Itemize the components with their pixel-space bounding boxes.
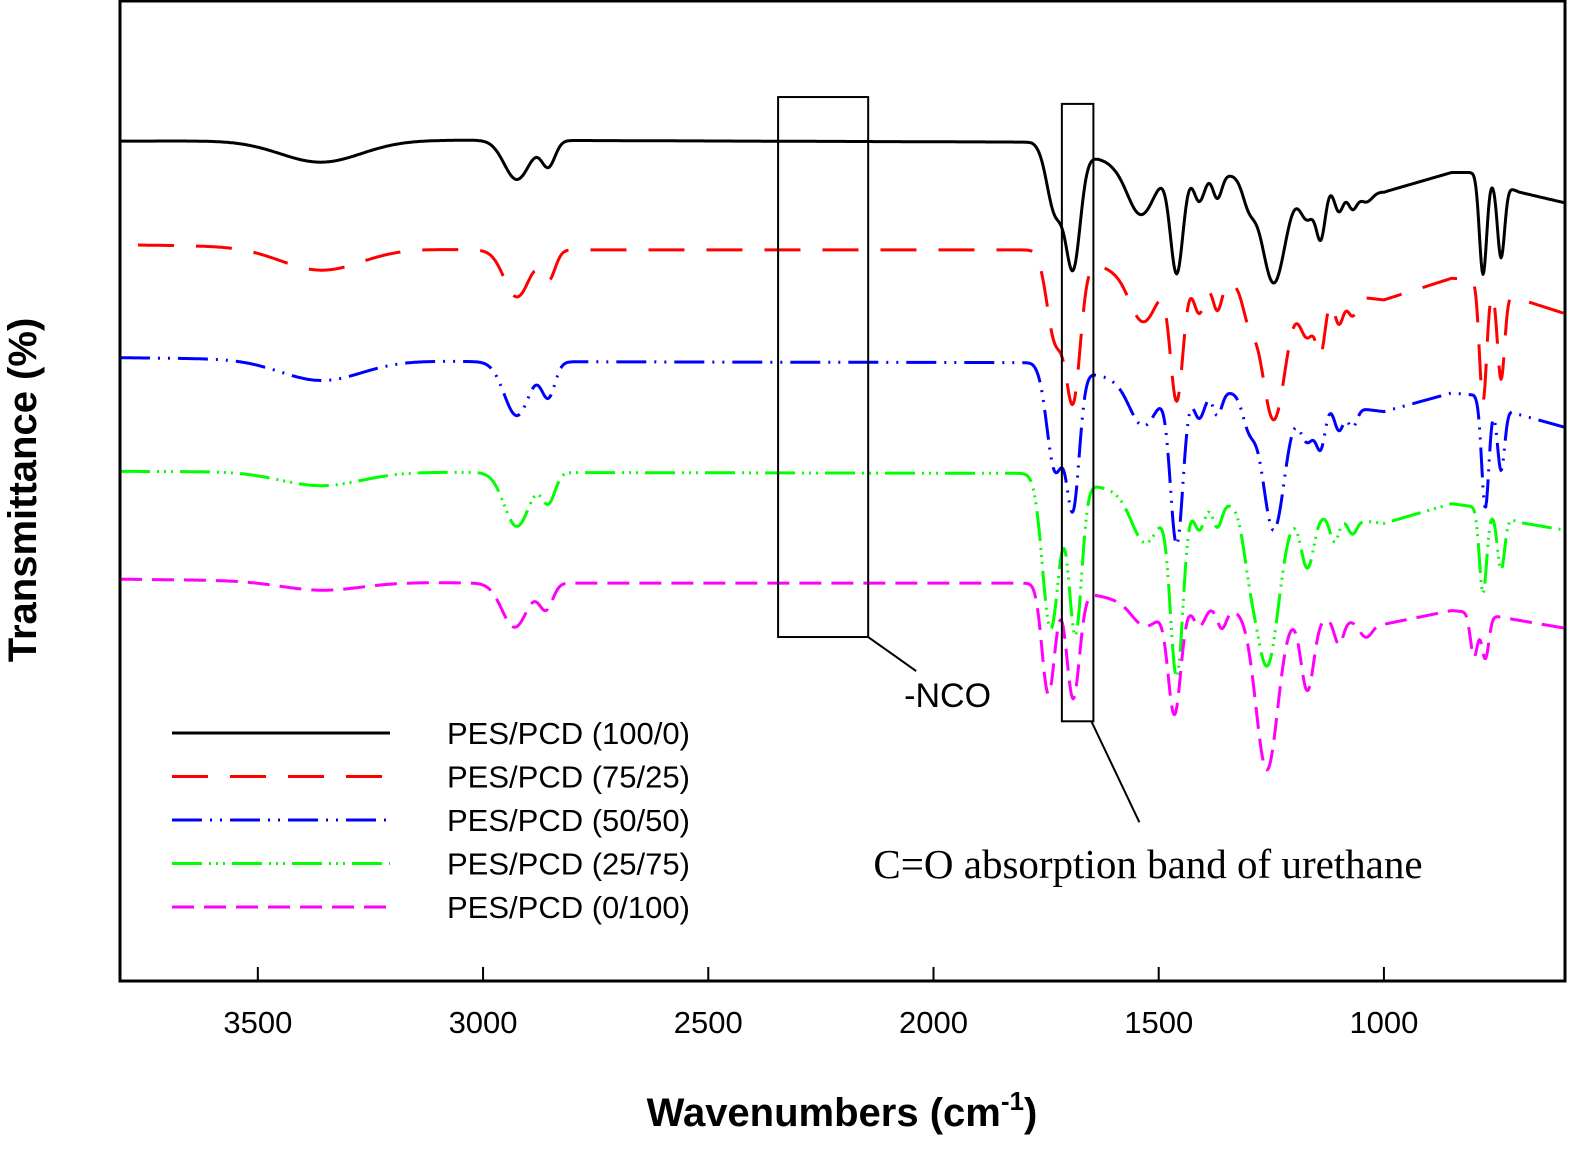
series-layer xyxy=(119,138,1566,772)
nco-annotation-label: -NCO xyxy=(904,677,991,715)
nco-annotation-leader xyxy=(867,636,917,672)
legend-label-1: PES/PCD (100/0) xyxy=(447,716,690,751)
series-line-5 xyxy=(119,577,1566,772)
plot-frame xyxy=(118,0,1567,983)
legend-label-4: PES/PCD (25/75) xyxy=(447,847,690,882)
series-line-3 xyxy=(119,356,1566,547)
annotation-layer: -NCO C=O absorption band of urethane xyxy=(777,96,1423,887)
y-axis-title: Transmittance (%) xyxy=(1,318,45,663)
x-tick-label: 1500 xyxy=(1124,1005,1193,1040)
series-line-4 xyxy=(119,469,1566,679)
nco-annotation-box xyxy=(777,96,870,639)
series-line-2 xyxy=(137,243,1566,422)
legend-label-3: PES/PCD (50/50) xyxy=(447,803,690,838)
series-line-1 xyxy=(119,138,1566,285)
legend-label-2: PES/PCD (75/25) xyxy=(447,760,690,795)
legend: PES/PCD (100/0) PES/PCD (75/25) PES/PCD (5… xyxy=(172,716,690,925)
x-axis-title: Wavenumbers (cm-1) xyxy=(647,1086,1038,1135)
x-axis-ticks: 3500 3000 2500 2000 1500 1000 xyxy=(223,967,1418,1040)
x-tick-label: 2500 xyxy=(674,1005,743,1040)
x-tick-label: 3000 xyxy=(449,1005,518,1040)
x-tick-label: 1000 xyxy=(1349,1005,1418,1040)
x-tick-label: 2000 xyxy=(899,1005,968,1040)
legend-label-5: PES/PCD (0/100) xyxy=(447,890,690,925)
carbonyl-annotation-leader xyxy=(1090,720,1141,823)
carbonyl-annotation-box xyxy=(1060,102,1095,723)
x-tick-label: 3500 xyxy=(223,1005,292,1040)
carbonyl-annotation-label: C=O absorption band of urethane xyxy=(873,841,1422,887)
